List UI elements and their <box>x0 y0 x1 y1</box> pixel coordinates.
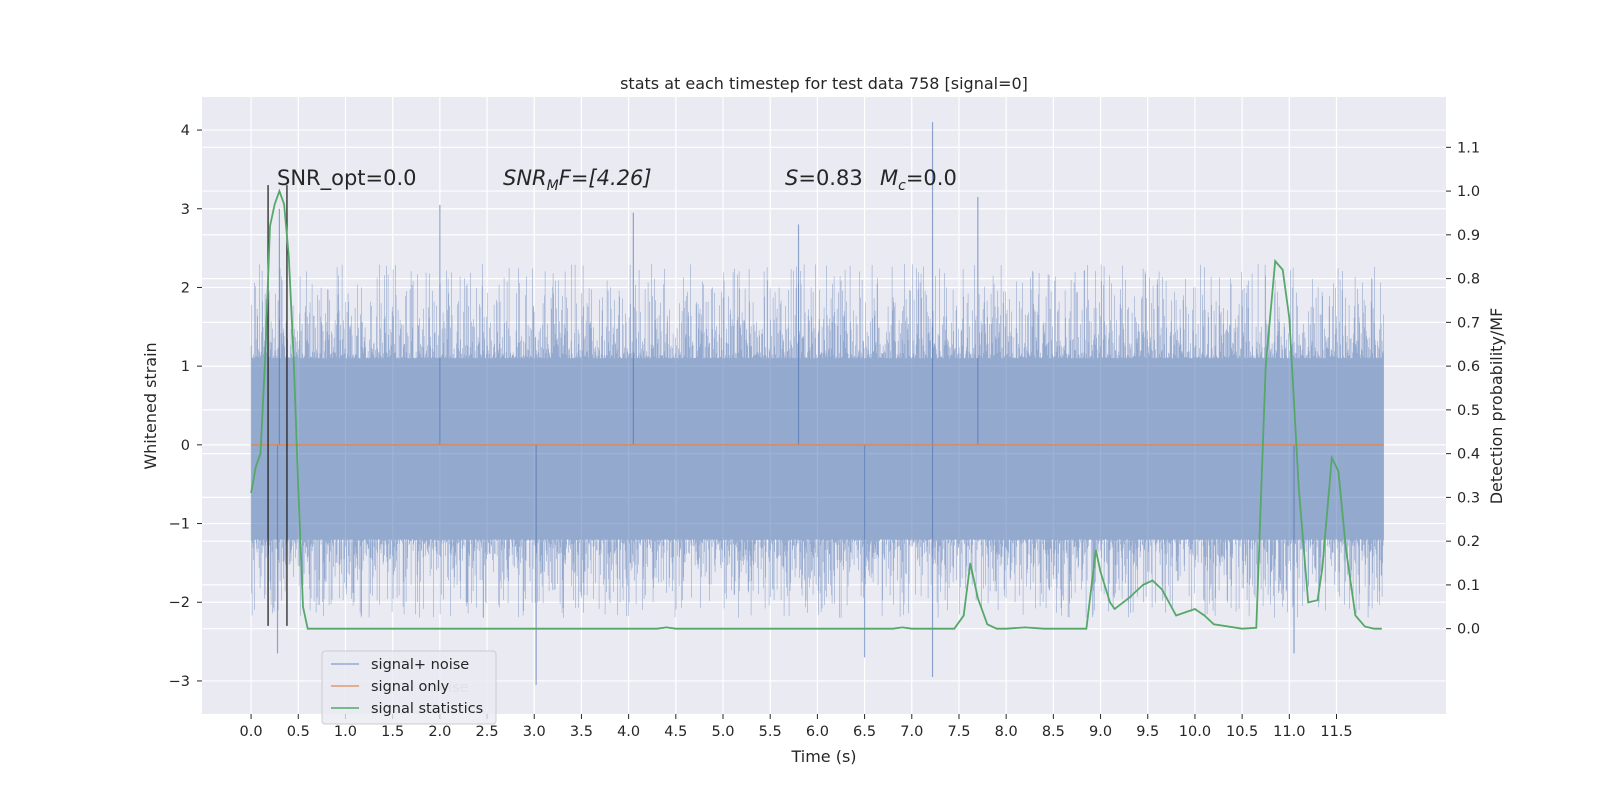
y-axis-label: Whitened strain <box>141 342 160 469</box>
x-tick-label: 11.0 <box>1273 724 1305 740</box>
x-axis-label: Time (s) <box>790 747 856 766</box>
snr-mf-annotation: SNRMF=[4.26] <box>503 166 652 194</box>
x-tick-label: 9.5 <box>1136 724 1159 740</box>
x-tick-label: 11.5 <box>1320 724 1352 740</box>
x-tick-label: 0.5 <box>287 724 310 740</box>
y2-tick-label: 0.0 <box>1457 622 1480 638</box>
noise-trace <box>250 263 1384 618</box>
y-tick-label: 1 <box>181 359 190 375</box>
y2-tick-label: 0.3 <box>1457 490 1480 506</box>
x-tick-label: 2.5 <box>476 724 499 740</box>
y2-tick-label: 0.7 <box>1457 315 1480 331</box>
y2-tick-label: 0.4 <box>1457 447 1480 463</box>
x-tick-label: 5.0 <box>711 724 734 740</box>
y-tick-label: 3 <box>181 202 190 218</box>
x-tick-label: 2.0 <box>428 724 451 740</box>
legend-label-signal-noise: signal+ noise <box>371 657 469 673</box>
y2-tick-label: 0.6 <box>1457 359 1480 375</box>
x-tick-label: 1.5 <box>381 724 404 740</box>
chart-title: stats at each timestep for test data 758… <box>620 74 1028 93</box>
legend-label-signal-only: signal only <box>371 679 450 695</box>
x-tick-label: 6.0 <box>806 724 829 740</box>
x-tick-label: 7.0 <box>900 724 923 740</box>
y-axis-ticks: −3 −2 −1 0 1 2 3 4 <box>169 123 202 690</box>
x-axis-ticks: 0.0 0.5 1.0 1.5 2.0 2.5 3.0 3.5 4.0 4.5 5.0 5.5 6.0 6… <box>240 714 1353 740</box>
mc-annotation: Mc=0.0 <box>880 166 957 194</box>
x-tick-label: 4.0 <box>617 724 640 740</box>
x-tick-label: 1.0 <box>334 724 357 740</box>
y2-tick-label: 0.9 <box>1457 228 1480 244</box>
series-signal-statistics <box>250 188 1382 630</box>
y-tick-label: −1 <box>169 517 190 533</box>
legend-box <box>321 650 497 725</box>
x-tick-label: 7.5 <box>947 724 970 740</box>
snr-opt-annotation: SNR_opt=0.0 <box>277 166 417 191</box>
x-tick-label: 9.0 <box>1089 724 1112 740</box>
x-tick-label: 4.5 <box>664 724 687 740</box>
x-tick-label: 0.0 <box>240 724 263 740</box>
y2-axis-ticks: 0.0 0.1 0.2 0.3 0.4 0.5 0.6 0.7 0.8 0.9 1.0 1.1 <box>1446 140 1480 638</box>
y2-tick-label: 0.2 <box>1457 534 1480 550</box>
x-tick-label: 10.0 <box>1179 724 1211 740</box>
x-tick-label: 10.5 <box>1226 724 1258 740</box>
x-tick-label: 5.5 <box>759 724 782 740</box>
y2-tick-label: 0.1 <box>1457 578 1480 594</box>
y-tick-label: 4 <box>181 123 190 139</box>
y-tick-label: 2 <box>181 280 190 296</box>
y2-tick-label: 0.8 <box>1457 272 1480 288</box>
x-tick-label: 8.5 <box>1042 724 1065 740</box>
series-signal-noise <box>250 122 1384 685</box>
x-tick-label: 3.0 <box>523 724 546 740</box>
x-tick-label: 3.5 <box>570 724 593 740</box>
y-tick-label: −2 <box>169 595 190 611</box>
s-annotation: S=0.83 <box>785 166 863 190</box>
y2-tick-label: 1.1 <box>1457 140 1480 156</box>
y2-tick-label: 1.0 <box>1457 184 1480 200</box>
y2-axis-label: Detection probability/MF <box>1487 308 1506 505</box>
legend: noise signal+ noise signal only signal s… <box>321 650 497 725</box>
x-tick-label: 6.5 <box>853 724 876 740</box>
y-tick-label: 0 <box>181 438 190 454</box>
legend-label-signal-statistics: signal statistics <box>371 701 483 717</box>
y-tick-label: −3 <box>169 674 190 690</box>
x-tick-label: 8.0 <box>995 724 1018 740</box>
y2-tick-label: 0.5 <box>1457 403 1480 419</box>
